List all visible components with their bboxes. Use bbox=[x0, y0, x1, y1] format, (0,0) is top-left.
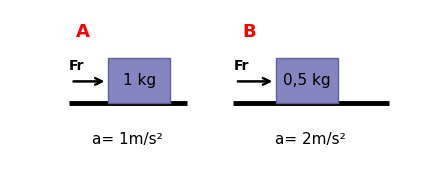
Bar bbox=[276, 58, 338, 103]
Text: Fr: Fr bbox=[234, 59, 250, 73]
Bar bbox=[108, 58, 170, 103]
Text: Fr: Fr bbox=[69, 59, 84, 73]
Text: 0,5 kg: 0,5 kg bbox=[283, 73, 331, 88]
Text: a= 1m/s²: a= 1m/s² bbox=[92, 132, 163, 147]
Text: A: A bbox=[76, 23, 90, 41]
Text: 1 kg: 1 kg bbox=[122, 73, 156, 88]
Text: B: B bbox=[242, 23, 255, 41]
Text: a= 2m/s²: a= 2m/s² bbox=[275, 132, 346, 147]
